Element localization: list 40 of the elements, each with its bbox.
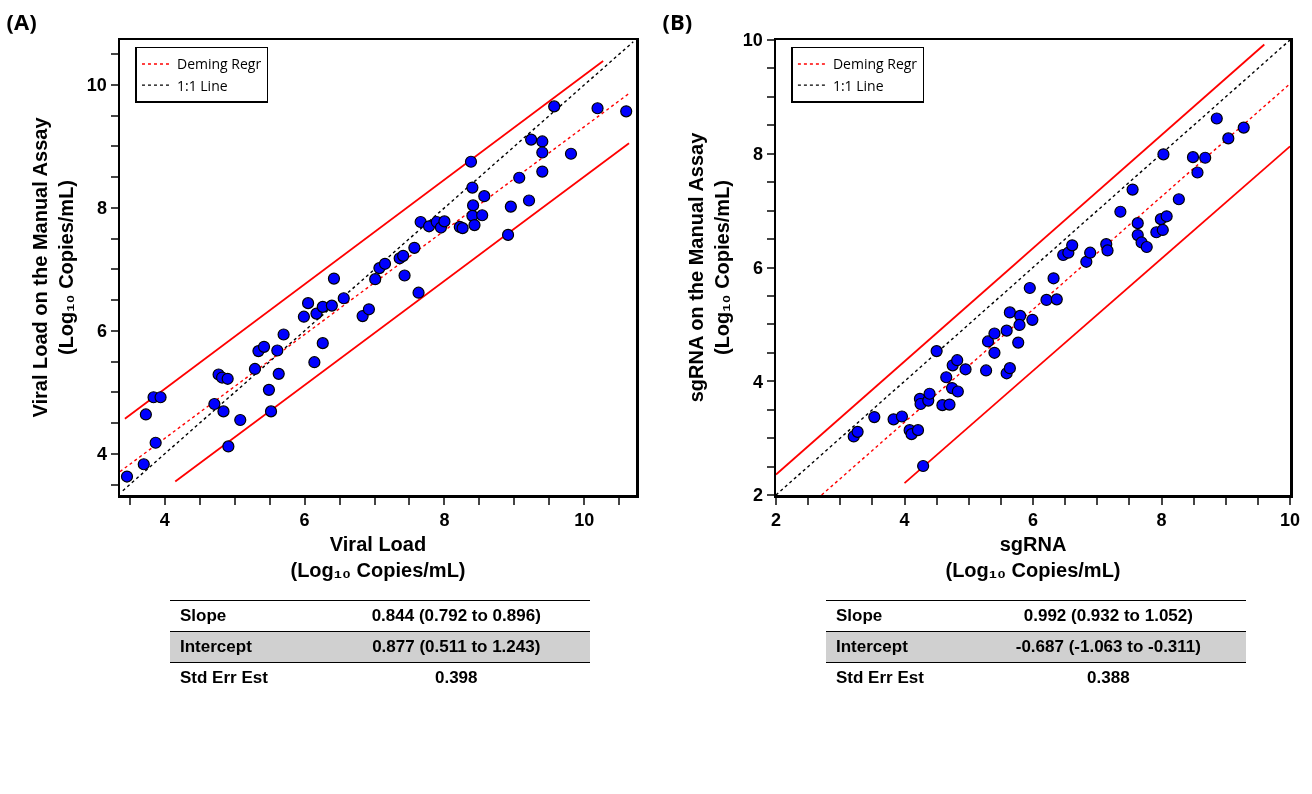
x-tick-label: 6 (299, 510, 310, 531)
text: Slope (170, 600, 323, 632)
x-tick-label: 10 (1279, 510, 1301, 531)
legend-label: Deming Regr (832, 54, 918, 74)
y-tick-label: 6 (752, 257, 763, 278)
y-axis-title: Viral Load on the Manual Assay (Log₁₀ Copies/mL) (29, 116, 78, 418)
chart-title: (A) (6, 6, 37, 37)
text: 0.992 (0.932 to 1.052) (970, 600, 1246, 632)
legend-label: 1:1 Line (176, 75, 228, 95)
text: Intercept (170, 631, 323, 663)
y-tick-label: 8 (96, 198, 107, 219)
text: -0.687 (-1.063 to -0.311) (970, 631, 1246, 663)
text: 0.844 (0.792 to 0.896) (322, 600, 590, 632)
y-tick-label: 8 (752, 144, 763, 165)
legend-label: Deming Regr (176, 54, 262, 74)
x-tick-label: 8 (1156, 510, 1167, 531)
text: 0.398 (322, 662, 590, 693)
y-tick-label: 4 (752, 371, 763, 392)
text: 0.877 (0.511 to 1.243) (322, 631, 590, 663)
x-axis-title: Viral Load (Log₁₀ Copies/mL) (290, 532, 466, 581)
text: Std Err Est (826, 662, 971, 693)
x-tick-label: 4 (899, 510, 910, 531)
y-tick-label: 4 (96, 444, 107, 465)
x-tick-label: 10 (574, 510, 595, 531)
x-tick-label: 4 (159, 510, 170, 531)
chart-title: (B) (662, 6, 693, 37)
x-tick-label: 8 (439, 510, 450, 531)
y-tick-label: 10 (86, 75, 107, 96)
text: Std Err Est (170, 662, 323, 693)
x-tick-label: 2 (770, 510, 782, 531)
legend-label: 1:1 Line (832, 75, 884, 95)
x-axis-title: sgRNA (Log₁₀ Copies/mL) (945, 532, 1121, 581)
y-tick-label: 10 (742, 30, 763, 51)
y-tick-label: 6 (96, 321, 107, 342)
text: 0.388 (970, 662, 1246, 693)
text: Intercept (826, 631, 971, 663)
text: Slope (826, 600, 971, 632)
x-tick-label: 6 (1027, 510, 1039, 531)
y-tick-label: 2 (752, 485, 763, 506)
y-axis-title: sgRNA on the Manual Assay (Log₁₀ Copies/mL) (685, 131, 734, 403)
